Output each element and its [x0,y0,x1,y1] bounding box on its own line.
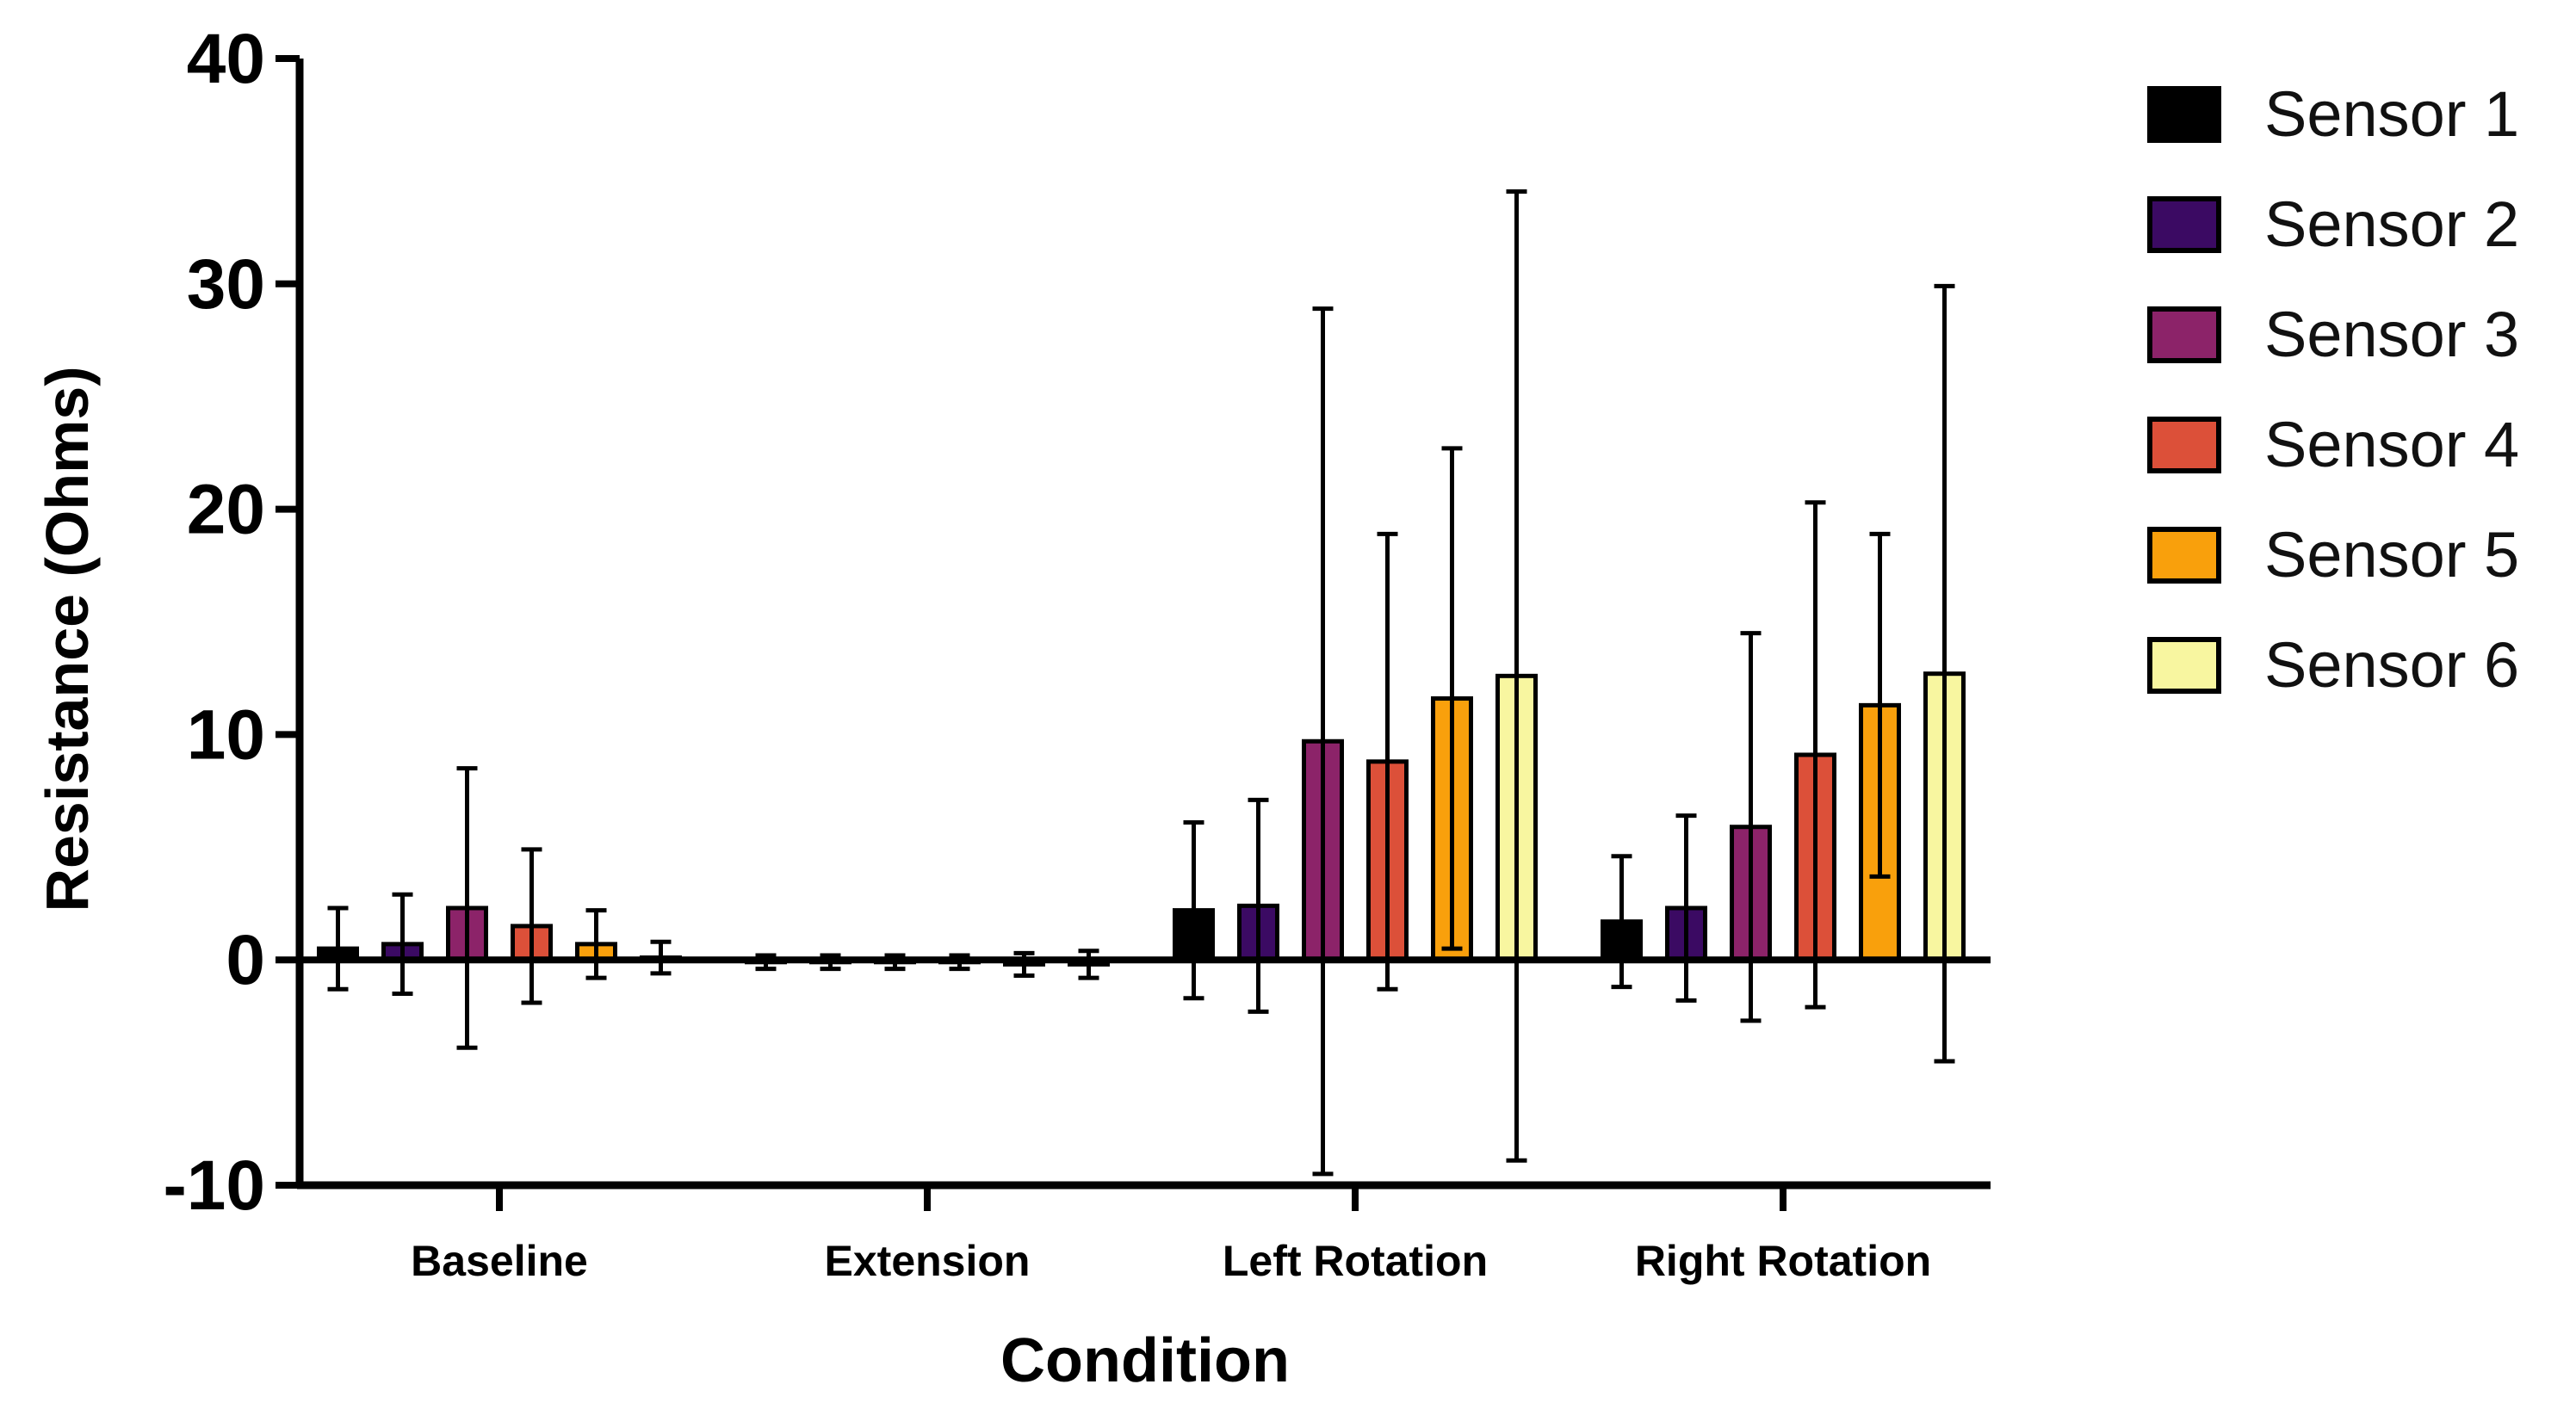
x-category-label-0: Baseline [411,1237,588,1285]
legend-swatch-1 [2147,86,2221,143]
y-tick-label-5: 40 [187,20,265,98]
legend-swatch-4 [2147,417,2221,473]
x-axis-title: Condition [1000,1326,1290,1395]
legend: Sensor 1 Sensor 2 Sensor 3 Sensor 4 Sensor 5… [2147,78,2519,701]
legend-swatch-3 [2147,306,2221,363]
y-tick-label-3: 20 [187,471,265,549]
axes-layer: -10 0 10 20 30 40 Baseline Extension Left Rotati… [34,20,1991,1395]
y-tick-label-4: 30 [187,245,265,324]
legend-swatch-5 [2147,527,2221,584]
legend-label-4: Sensor 4 [2264,409,2519,480]
y-axis-title: Resistance (Ohms) [34,366,101,912]
y-tick-label-2: 10 [187,695,265,774]
legend-label-5: Sensor 5 [2264,519,2519,590]
legend-label-2: Sensor 2 [2264,188,2519,260]
legend-label-1: Sensor 1 [2264,78,2519,150]
legend-swatch-6 [2147,637,2221,694]
bars-layer [317,671,1966,967]
legend-swatch-2 [2147,196,2221,253]
error-bars-layer [327,188,1955,1177]
legend-label-3: Sensor 3 [2264,299,2519,370]
legend-label-6: Sensor 6 [2264,629,2519,701]
y-tick-label-1: 0 [226,921,265,999]
x-category-label-3: Right Rotation [1635,1237,1931,1285]
x-category-label-1: Extension [825,1237,1031,1285]
y-tick-label-0: -10 [163,1146,265,1225]
x-category-label-2: Left Rotation [1223,1237,1488,1285]
